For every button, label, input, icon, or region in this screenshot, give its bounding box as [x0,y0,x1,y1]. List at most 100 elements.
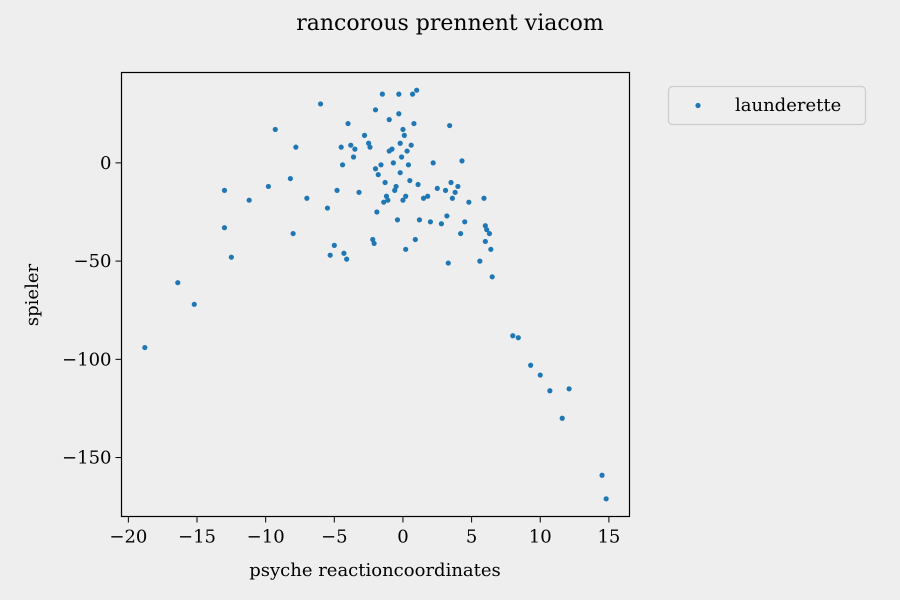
data-point [420,195,427,201]
data-point [447,122,453,129]
data-point [191,301,197,307]
data-point [375,172,381,178]
data-point [442,187,449,193]
data-point [482,223,488,229]
data-point [338,144,344,150]
data-point [466,199,472,205]
data-point [393,183,399,190]
data-point [385,197,391,203]
data-point [528,362,534,368]
data-point [372,166,379,172]
data-point [400,197,406,203]
data-point [367,144,373,150]
data-point [486,230,493,237]
data-point [228,254,234,260]
data-point [350,154,357,160]
legend-marker [695,102,701,109]
data-point [515,335,521,341]
data-point [317,101,324,107]
data-point [390,160,396,166]
data-point [489,274,495,280]
data-point [246,197,252,203]
data-point [339,162,346,168]
y-tick-label: 0 [100,153,111,174]
data-point [366,140,372,146]
data-point [455,183,461,190]
data-point [411,120,417,127]
y-axis-label: spieler [22,264,43,327]
data-point [430,160,436,166]
data-point [392,187,398,193]
data-point [452,189,458,195]
data-point [409,91,416,97]
data-point [559,415,565,421]
data-point [404,148,410,154]
data-point [389,146,395,152]
data-point [603,496,609,502]
data-point [488,246,494,252]
x-tick-label: −10 [247,527,285,548]
x-tick-label: 10 [529,527,552,548]
data-point [287,175,293,182]
data-point [547,388,553,394]
data-point [444,213,450,219]
data-point [403,193,409,199]
data-point [381,199,387,205]
x-tick-label: −15 [178,527,216,548]
data-point [510,333,516,339]
data-point [401,132,407,138]
data-point [397,140,403,146]
data-point [272,126,278,133]
data-points [142,87,609,502]
data-point [304,195,310,201]
data-point [459,158,465,164]
data-point [415,181,421,188]
data-point [405,162,412,168]
data-point [371,240,377,247]
data-point [396,91,402,97]
x-axis-ticks: −20 −15 −10 −5 0 5 10 15 [109,516,620,548]
data-point [386,117,392,123]
data-point [434,185,440,192]
data-point [484,227,490,233]
data-point [331,242,337,248]
data-point [412,236,418,243]
data-point [394,217,401,223]
chart-title: rancorous prennent viacom [296,11,604,36]
data-point [374,209,380,215]
data-point [397,170,403,176]
data-point [400,126,406,133]
y-tick-label: −150 [62,448,111,469]
data-point [414,87,420,93]
data-point [221,225,228,231]
data-point [372,107,379,113]
data-point [445,260,451,266]
data-point [448,179,454,186]
x-tick-label: 0 [397,527,408,548]
data-point [370,236,376,243]
data-point [345,120,351,127]
data-point [462,219,468,225]
data-point [403,246,409,252]
data-point [334,187,340,193]
data-point [290,230,296,237]
data-point [324,205,331,211]
data-point [221,187,228,193]
data-point [407,177,413,184]
data-point [458,230,464,237]
data-point [175,280,181,286]
data-point [293,144,299,150]
data-point [327,252,333,258]
data-point [477,258,483,264]
x-tick-label: 15 [597,527,620,548]
x-tick-label: −20 [109,527,147,548]
legend-frame [667,85,867,126]
data-point [427,219,434,225]
data-point [344,256,350,262]
data-point [408,142,414,148]
data-point [416,217,423,223]
data-point [425,193,431,199]
data-point [265,183,272,190]
y-tick-label: −50 [74,251,112,272]
